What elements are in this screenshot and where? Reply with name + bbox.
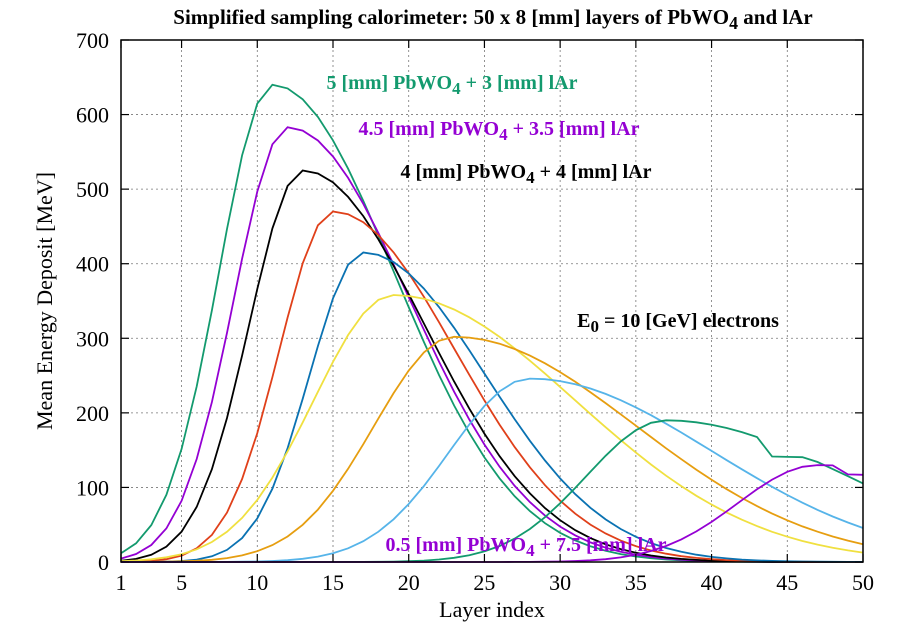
y-tick-label: 700 (76, 28, 109, 53)
annotation-energy-text: E (577, 310, 590, 332)
annotation-4mm: 4 [mm] PbWO4 + 4 [mm] lAr (401, 161, 652, 187)
annotation-5mm-text: 5 [mm] PbWO (327, 72, 453, 94)
y-tick-label: 500 (76, 177, 109, 202)
series-line-5 (120, 294, 864, 563)
annotation-energy: E0 = 10 [GeV] electrons (577, 310, 779, 336)
annotation-energy-subscript: 0 (590, 317, 599, 336)
annotation-energy-suffix: = 10 [GeV] electrons (599, 310, 779, 332)
plot-frame (120, 39, 864, 563)
annotation-4-5mm: 4.5 [mm] PbWO4 + 3.5 [mm] lAr (359, 118, 640, 144)
chart-title-subscript: 4 (729, 13, 738, 33)
x-tick-label: 35 (625, 570, 647, 595)
y-tick-label: 200 (76, 401, 109, 426)
chart-title-text: Simplified sampling calorimeter: 50 x 8 … (173, 5, 729, 29)
labels: 1 5 10 15 20 25 30 35 40 45 5001002003004005006007… (32, 5, 874, 622)
x-tick-label: 30 (549, 570, 571, 595)
x-tick-label: 5 (176, 570, 187, 595)
y-tick-label: 100 (76, 475, 109, 500)
annotation-4mm-subscript: 4 (526, 168, 535, 187)
annotation-4-5mm-suffix: + 3.5 [mm] lAr (508, 118, 640, 140)
annotation-0-5mm-subscript: 4 (526, 541, 535, 560)
annotation-0-5mm-text: 0.5 [mm] PbWO (386, 534, 527, 556)
y-axis-label: Mean Energy Deposit [MeV] (32, 172, 57, 430)
x-tick-label: 15 (322, 570, 344, 595)
y-tick-label: 400 (76, 252, 109, 277)
series-line-4 (121, 251, 863, 563)
x-axis-label: Layer index (439, 597, 545, 622)
y-tick-label: 300 (76, 326, 109, 351)
x-tick-label: 25 (473, 570, 495, 595)
x-tick-label: 45 (776, 570, 798, 595)
y-tick-label: 600 (76, 103, 109, 128)
annotation-4-5mm-subscript: 4 (499, 125, 508, 144)
x-tick-label: 10 (246, 570, 268, 595)
chart-title: Simplified sampling calorimeter: 50 x 8 … (173, 5, 812, 33)
annotation-4mm-text: 4 [mm] PbWO (401, 161, 527, 183)
series-line-1 (120, 126, 863, 563)
annotation-5mm-subscript: 4 (452, 79, 461, 98)
annotation-4mm-suffix: + 4 [mm] lAr (535, 161, 652, 183)
x-tick-label: 20 (398, 570, 420, 595)
x-tick-label: 40 (701, 570, 723, 595)
series-line-6 (120, 335, 864, 563)
annotation-0-5mm-suffix: + 7.5 [mm] lAr (535, 534, 667, 556)
y-tick-label: 0 (98, 550, 109, 575)
annotation-5mm-suffix: + 3 [mm] lAr (461, 72, 578, 94)
ticks (120, 39, 864, 563)
annotation-0-5mm: 0.5 [mm] PbWO4 + 7.5 [mm] lAr (386, 534, 667, 560)
annotation-4-5mm-text: 4.5 [mm] PbWO (359, 118, 500, 140)
x-tick-label: 1 (116, 570, 127, 595)
series-line-3 (120, 210, 863, 563)
chart-title-suffix: and lAr (738, 5, 813, 29)
x-tick-label: 50 (852, 570, 874, 595)
annotation-5mm: 5 [mm] PbWO4 + 3 [mm] lAr (327, 72, 578, 98)
